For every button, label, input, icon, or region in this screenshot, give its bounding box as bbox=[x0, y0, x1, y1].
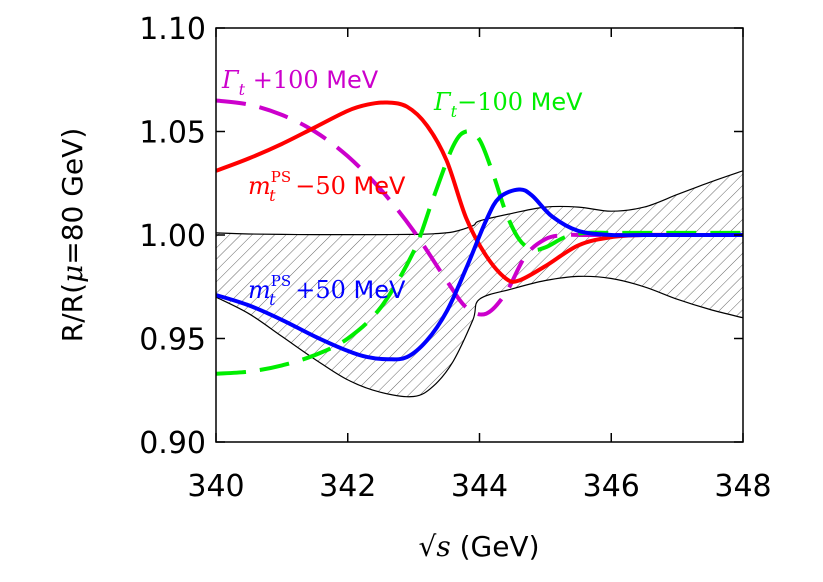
mass-minus-num: −50 bbox=[288, 172, 346, 200]
mass-minus-symbol: m bbox=[248, 172, 271, 200]
y-axis-pre: R/R( bbox=[56, 283, 89, 342]
mass-minus-sup: PS bbox=[271, 168, 291, 186]
annotation-mass-plus: mPS t +50 MeV bbox=[248, 272, 406, 309]
gamma-plus-sub: t bbox=[239, 80, 246, 99]
band-lower-edge bbox=[216, 275, 743, 398]
mass-minus-sub: t bbox=[269, 186, 276, 205]
mass-minus-unit: MeV bbox=[346, 172, 406, 200]
gamma-plus-unit: MeV bbox=[319, 66, 379, 94]
gamma-minus-symbol: Γ bbox=[433, 88, 452, 116]
gamma-minus-num: −100 bbox=[457, 88, 523, 116]
mass-plus-sub: t bbox=[269, 290, 276, 309]
y-tick-label: 1.05 bbox=[139, 116, 206, 151]
y-axis-mu: μ bbox=[56, 265, 89, 283]
mass-plus-symbol: m bbox=[248, 276, 271, 304]
annotation-gamma-plus: Γt +100 MeV bbox=[221, 66, 379, 99]
gamma-plus-symbol: Γ bbox=[221, 66, 240, 94]
series-group bbox=[216, 98, 743, 376]
annotation-mass-minus: mPS t −50 MeV bbox=[248, 168, 406, 205]
mass-plus-num: +50 bbox=[288, 276, 346, 304]
y-axis-post: =80 GeV) bbox=[56, 128, 89, 265]
y-axis-title: R/R(μ=80 GeV) bbox=[56, 128, 89, 342]
series-line-1 bbox=[216, 187, 743, 362]
x-tick-label: 348 bbox=[714, 469, 771, 504]
x-axis-unit: (GeV) bbox=[451, 530, 540, 563]
y-tick-label: 0.95 bbox=[139, 323, 206, 358]
x-axis-title: √s (GeV) bbox=[418, 530, 539, 563]
mass-plus-sup: PS bbox=[271, 272, 291, 290]
series-line-0 bbox=[216, 100, 743, 284]
x-axis-var: s bbox=[436, 530, 450, 563]
x-tick-label: 342 bbox=[319, 469, 376, 504]
gamma-plus-num: +100 bbox=[245, 66, 319, 94]
ticks-group: 340 342 344 346 348 0.90 0.95 1.00 1.05 1.10 bbox=[139, 12, 771, 504]
annotation-gamma-minus: Γt−100 MeV bbox=[433, 88, 583, 121]
band-upper-edge bbox=[216, 170, 743, 236]
x-tick-label: 340 bbox=[187, 469, 244, 504]
series-line-2 bbox=[216, 98, 743, 317]
mass-plus-unit: MeV bbox=[346, 276, 406, 304]
x-axis-root: √ bbox=[418, 530, 436, 563]
x-tick-label: 346 bbox=[583, 469, 640, 504]
x-tick-label: 344 bbox=[451, 469, 508, 504]
y-tick-label: 1.00 bbox=[139, 219, 206, 254]
gamma-minus-unit: MeV bbox=[523, 88, 583, 116]
gamma-minus-sub: t bbox=[451, 102, 458, 121]
y-tick-label: 1.10 bbox=[139, 12, 206, 47]
y-tick-label: 0.90 bbox=[139, 426, 206, 461]
